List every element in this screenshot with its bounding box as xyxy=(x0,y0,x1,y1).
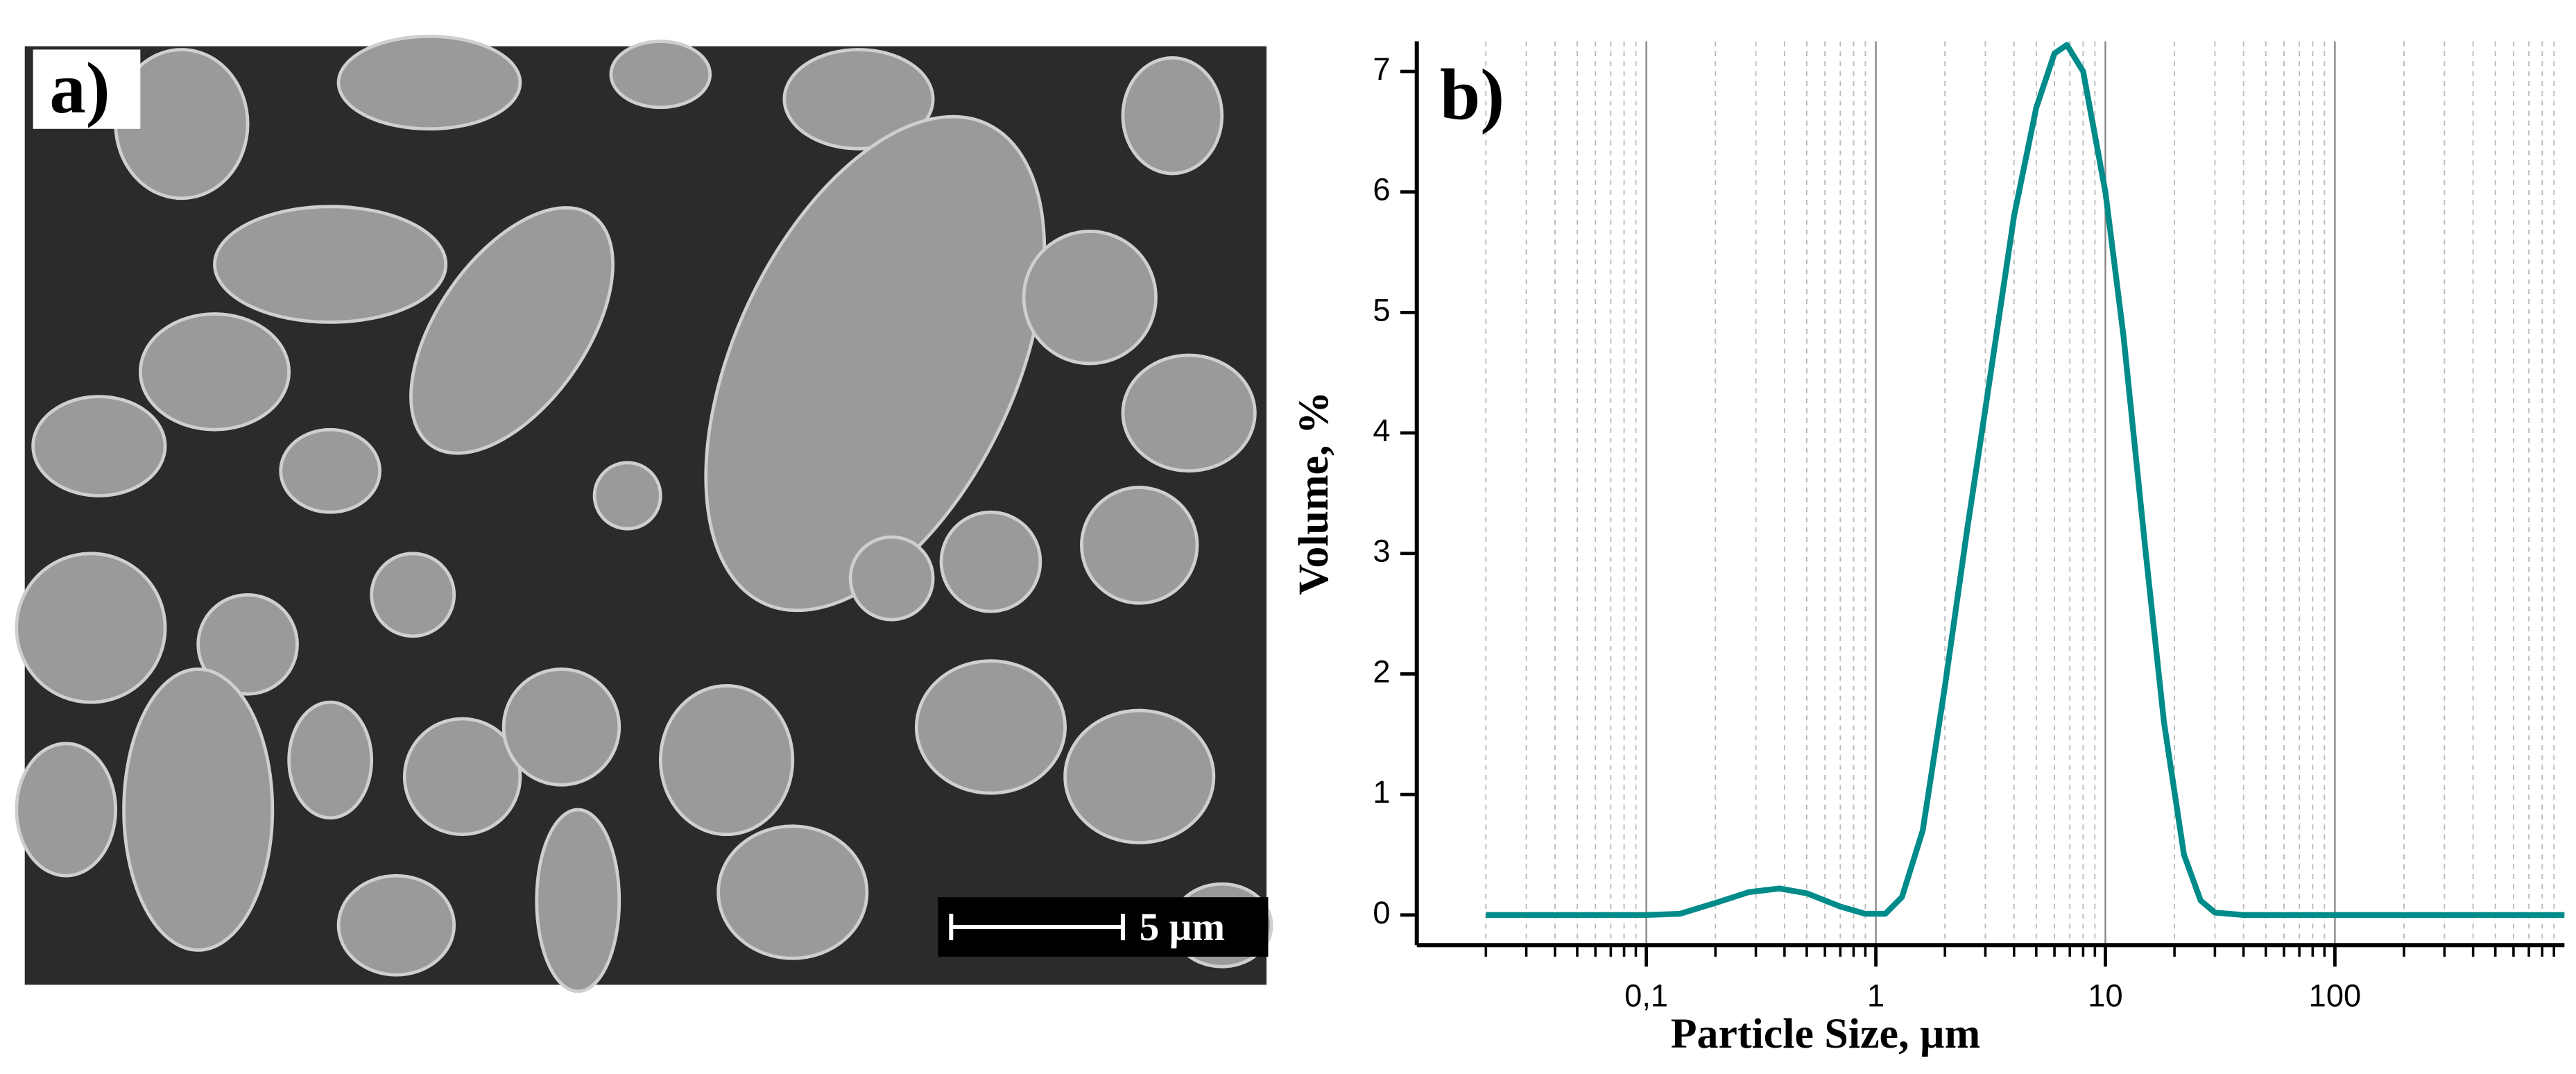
x-tick-label: 0,1 xyxy=(1624,978,1668,1013)
y-tick-label: 1 xyxy=(1373,774,1390,810)
y-tick-label: 5 xyxy=(1373,292,1390,327)
x-axis-title: Particle Size, µm xyxy=(1671,1010,1980,1057)
y-axis-title: Volume, % xyxy=(1290,391,1337,595)
x-tick-label: 10 xyxy=(2088,978,2122,1013)
sem-image: a) 5 µm xyxy=(15,35,1273,994)
x-tick-label: 100 xyxy=(2309,978,2361,1013)
y-tick-label: 6 xyxy=(1373,172,1390,207)
chart: 0,1 1 10 100 0 1 2 3 4 5 6 7 b) Particle Size, µm Volu… xyxy=(1290,41,2565,1057)
y-tick-label: 2 xyxy=(1373,654,1390,689)
panel-label: b) xyxy=(1440,54,1504,135)
label-box xyxy=(33,49,141,129)
x-tick-label: 1 xyxy=(1867,978,1884,1013)
data-line xyxy=(1486,42,2565,918)
panel-label: a) xyxy=(49,48,110,128)
scale-bar-label: 5 µm xyxy=(1140,905,1225,949)
y-tick-label: 4 xyxy=(1373,413,1390,448)
scale-bar xyxy=(949,913,1125,941)
y-tick-label: 3 xyxy=(1373,534,1390,569)
y-tick-label: 0 xyxy=(1373,895,1390,930)
particles xyxy=(15,35,1273,994)
y-tick-label: 7 xyxy=(1373,51,1390,87)
